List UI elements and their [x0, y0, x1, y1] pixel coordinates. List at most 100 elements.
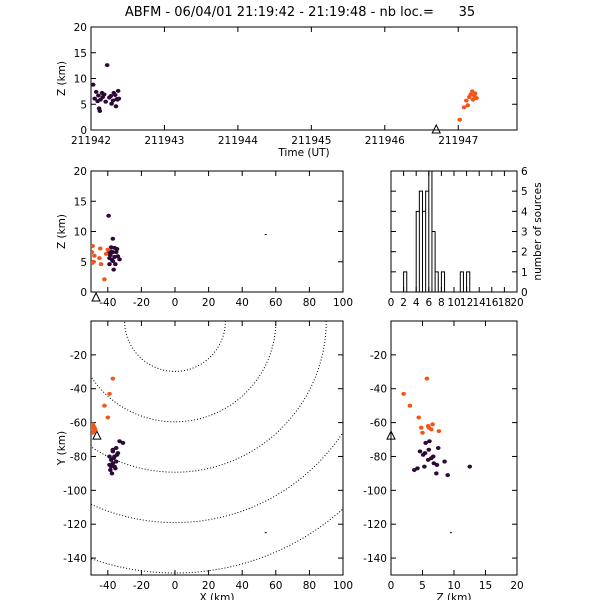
axes-frame — [90, 26, 518, 131]
y-tick-label: 0 — [80, 125, 87, 137]
data-point — [107, 262, 112, 267]
data-point — [110, 98, 116, 103]
data-point — [103, 99, 108, 104]
y-tick-label: -40 — [70, 384, 87, 396]
x-tick-label: 15 — [479, 580, 492, 592]
x-tick-label: 20 — [202, 297, 215, 309]
x-axis-label: Z (km) — [436, 592, 471, 600]
data-point — [92, 96, 97, 101]
data-point — [425, 423, 431, 428]
data-point — [114, 452, 120, 457]
axes-frame — [390, 170, 518, 293]
data-point — [114, 97, 120, 102]
x-tick-label: 211944 — [218, 135, 258, 147]
data-point — [424, 376, 430, 381]
data-point — [110, 236, 116, 241]
data-point — [110, 376, 116, 381]
x-y-panel: -40 -20 0 20 40 60 80 100 -140 -120 -100 -80 -60 -40 -… — [56, 320, 353, 600]
figure-title: ABFM - 06/04/01 21:19:42 - 21:19:48 - nb… — [125, 5, 475, 20]
data-point — [467, 464, 473, 469]
data-point — [461, 105, 467, 110]
data-point — [111, 456, 116, 461]
data-point — [92, 253, 97, 258]
data-point — [470, 97, 476, 102]
x-tick-label: 2 — [400, 297, 407, 309]
data-point — [110, 259, 116, 264]
x-tick-label: -20 — [133, 297, 150, 309]
data-point — [423, 440, 428, 445]
data-point — [109, 101, 114, 106]
x-tick-label: 0 — [388, 580, 395, 592]
y-tick-label: 20 — [74, 22, 87, 34]
data-point — [97, 256, 102, 261]
x-axis-label: Time (UT) — [277, 147, 329, 159]
x-tick-label: 211947 — [438, 135, 478, 147]
data-point — [110, 447, 116, 452]
data-point — [427, 439, 432, 444]
x-tick-label: -40 — [99, 580, 116, 592]
y-tick-label: -100 — [63, 485, 87, 497]
data-point — [105, 415, 111, 420]
data-point — [431, 461, 437, 466]
x-tick-label: 211945 — [291, 135, 331, 147]
z-y-panel: 0 5 10 15 20 -140 -120 -100 -80 -60 -40 -20 Z (km) — [363, 320, 524, 600]
scatter-points — [91, 213, 122, 282]
x-tick-label: 0 — [172, 580, 179, 592]
data-point — [108, 94, 114, 99]
data-point — [457, 117, 463, 122]
data-point — [96, 93, 101, 98]
data-point — [101, 92, 107, 97]
data-point — [97, 108, 103, 113]
y-tick-label: 15 — [74, 196, 87, 208]
y-tick-label: 1 — [521, 267, 528, 279]
axes-frame — [90, 320, 344, 576]
x-z-panel: -40 -20 0 20 40 60 80 100 0 5 10 15 20 Z (km) — [56, 166, 353, 309]
data-point — [415, 466, 420, 471]
x-tick-label: 40 — [236, 580, 249, 592]
stray-point — [264, 234, 267, 236]
y-axis-label: Y (km) — [56, 431, 68, 466]
y-tick-label: -20 — [370, 350, 387, 362]
scatter-points — [401, 376, 473, 478]
data-point — [468, 92, 474, 97]
data-point — [442, 459, 447, 464]
x-tick-label: -40 — [99, 297, 116, 309]
y-tick-label: -40 — [370, 384, 387, 396]
data-point — [420, 430, 425, 435]
data-point — [435, 446, 441, 450]
station-triangle — [431, 123, 442, 134]
data-point — [430, 422, 435, 427]
x-tick-label: 6 — [425, 297, 432, 309]
x-tick-label: 100 — [333, 297, 353, 309]
data-point — [113, 250, 119, 255]
x-tick-label: 8 — [438, 297, 445, 309]
data-point — [407, 403, 413, 408]
data-point — [474, 96, 479, 101]
x-tick-label: 20 — [510, 580, 523, 592]
x-tick-label: 20 — [510, 297, 523, 309]
data-point — [120, 440, 126, 445]
x-tick-label: 211943 — [144, 135, 184, 147]
data-point — [434, 471, 439, 476]
station-triangle — [92, 430, 102, 440]
y-tick-label: 10 — [74, 74, 87, 86]
range-ring — [91, 321, 327, 473]
axes-frame — [390, 320, 518, 576]
station-triangle — [386, 430, 396, 440]
data-point — [436, 429, 442, 434]
data-point — [107, 391, 112, 396]
data-point — [416, 415, 422, 420]
y-tick-label: -60 — [70, 418, 87, 430]
data-point — [429, 427, 434, 432]
data-point — [420, 452, 426, 457]
data-point — [113, 459, 119, 464]
y-tick-label: -80 — [70, 451, 87, 463]
data-point — [106, 213, 111, 218]
y-tick-label: -120 — [363, 519, 387, 531]
x-tick-label: 14 — [473, 297, 487, 309]
data-point — [464, 98, 469, 103]
data-point — [92, 425, 97, 430]
data-point — [110, 461, 116, 466]
x-tick-label: 60 — [269, 580, 282, 592]
